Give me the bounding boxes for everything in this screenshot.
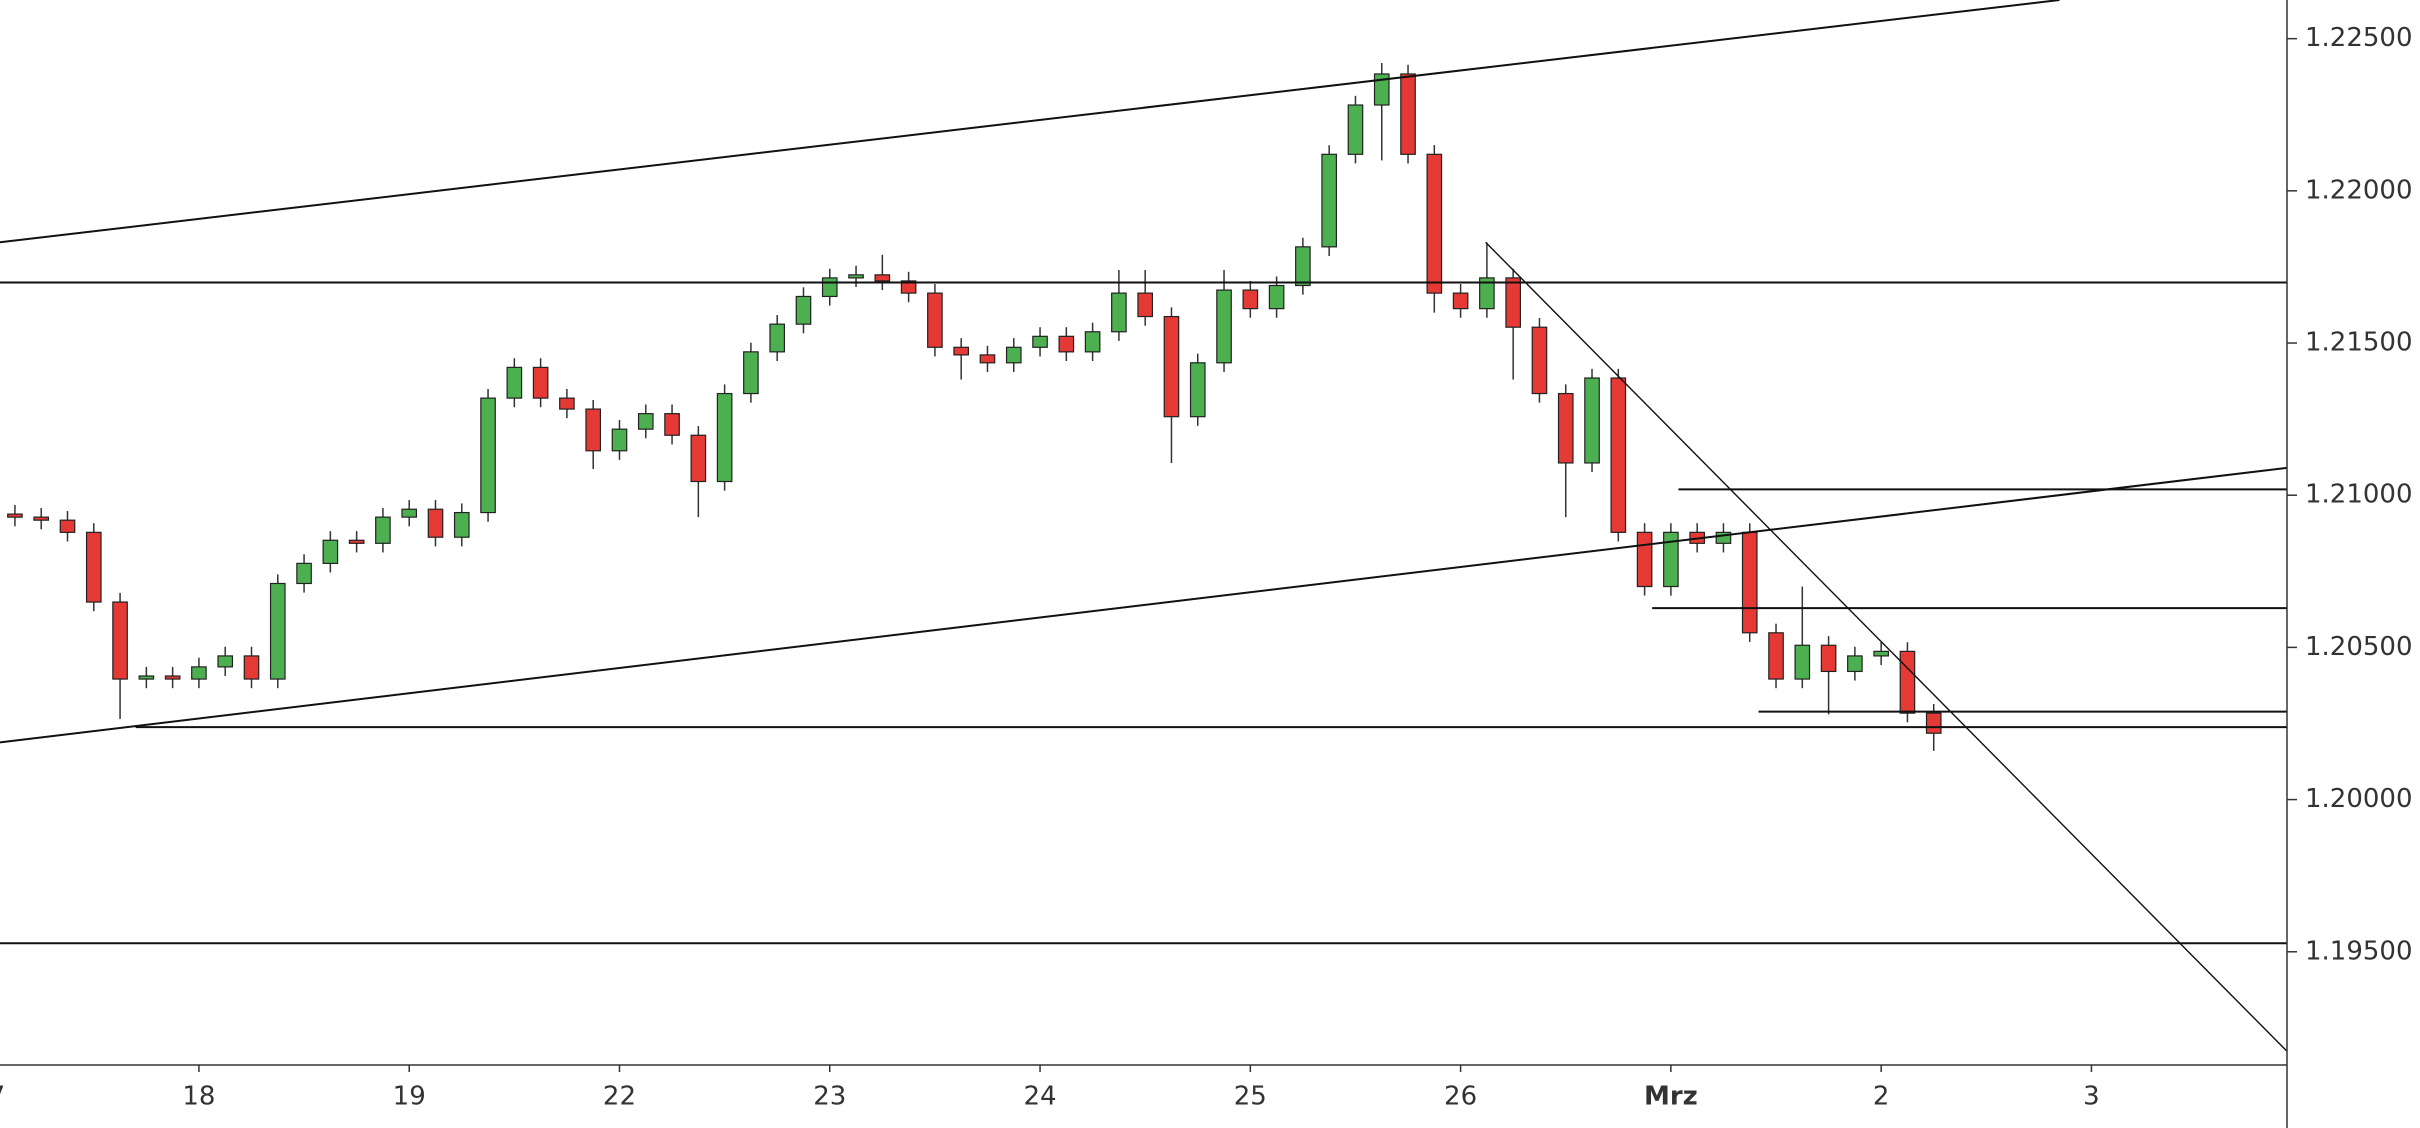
candle-body: [217, 655, 234, 668]
candle-body: [1347, 104, 1364, 155]
candle-body: [1295, 246, 1311, 287]
y-tick-label: 1.21000: [2305, 480, 2413, 510]
candle-body: [1610, 377, 1627, 533]
candle-body: [243, 655, 260, 680]
y-tick-label: 1.20000: [2305, 784, 2413, 814]
trend-line: [0, 466, 2287, 744]
x-tick-label: 3: [2083, 1082, 2100, 1112]
candle-body: [85, 531, 102, 603]
candle-body: [1768, 632, 1784, 680]
candle-body: [1321, 153, 1338, 248]
candle-body: [375, 516, 391, 544]
candle-body: [795, 295, 812, 325]
x-tick-label: 2: [1873, 1082, 1890, 1112]
candle-body: [716, 392, 733, 483]
y-tick-label: 1.22000: [2305, 175, 2413, 205]
candle-body: [1820, 644, 1837, 673]
candle-body: [322, 539, 339, 564]
candle-body: [1137, 292, 1154, 318]
x-tick-label: 26: [1444, 1082, 1477, 1112]
trend-line: [0, 0, 2060, 244]
candle-body: [112, 601, 128, 680]
candle-body: [769, 323, 786, 353]
candle-body: [953, 346, 970, 356]
candle-body: [33, 516, 50, 521]
candle-body: [1873, 650, 1889, 657]
candle-body: [1925, 712, 1942, 734]
candle-body: [1741, 531, 1758, 634]
candle-body: [1505, 277, 1521, 328]
plot-area: [0, 0, 2287, 1052]
trend-line: [1485, 241, 2287, 1052]
candle-body: [269, 582, 286, 680]
candle-body: [506, 366, 523, 399]
candle-body: [1426, 153, 1443, 294]
candle-body: [138, 675, 155, 680]
x-tick-label: 25: [1234, 1082, 1267, 1112]
candle-body: [1715, 531, 1732, 544]
candle-body: [296, 562, 312, 585]
candle-body: [874, 274, 891, 282]
candle-body: [1400, 73, 1416, 155]
candle-body: [900, 280, 917, 294]
candle-body: [821, 277, 838, 298]
candle-body: [559, 397, 575, 410]
candle-body: [427, 508, 444, 538]
candle-body: [979, 354, 996, 364]
candle-body: [1084, 331, 1101, 353]
candle-body: [637, 413, 654, 430]
candle-body: [1531, 326, 1548, 395]
candle-body: [611, 428, 628, 452]
candle-body: [191, 666, 207, 680]
x-tick-label: 17: [0, 1082, 5, 1112]
y-tick-label: 1.19500: [2305, 936, 2413, 966]
candle-body: [480, 397, 496, 514]
candle-body: [1557, 392, 1574, 464]
candle-body: [1163, 315, 1180, 418]
candle-body: [1479, 277, 1495, 310]
candle-body: [1899, 650, 1916, 714]
candle-body: [1373, 73, 1390, 106]
candle-body: [848, 274, 864, 279]
candle-body: [1268, 284, 1285, 310]
candle-body: [1847, 655, 1863, 673]
candle-body: [7, 513, 23, 518]
candle-body: [743, 351, 759, 395]
y-tick-label: 1.21500: [2305, 328, 2413, 358]
x-tick-label: 24: [1023, 1082, 1056, 1112]
candle-body: [1794, 644, 1811, 680]
candle-body: [1111, 292, 1127, 333]
candle-body: [1584, 377, 1600, 464]
candle-body: [690, 434, 707, 483]
candle-body: [927, 292, 943, 348]
x-tick-label: 19: [393, 1082, 426, 1112]
candle-body: [164, 675, 181, 680]
y-tick-label: 1.20500: [2305, 632, 2413, 662]
x-tick-label: Mrz: [1644, 1082, 1698, 1112]
candle-body: [1636, 531, 1653, 588]
candle-body: [401, 508, 418, 518]
y-tick-label: 1.22500: [2305, 23, 2413, 53]
candle-body: [1032, 335, 1048, 348]
candle-body: [585, 408, 602, 452]
candle-body: [1216, 289, 1232, 364]
x-tick-label: 23: [813, 1082, 846, 1112]
candle-body: [1452, 292, 1469, 310]
candle-body: [59, 519, 76, 533]
candle-body: [664, 413, 680, 436]
x-tick-label: 18: [182, 1082, 215, 1112]
candle-body: [532, 366, 549, 399]
candle-body: [1242, 289, 1259, 310]
candle-body: [1189, 362, 1206, 418]
candle-body: [453, 511, 470, 538]
candle-body: [1005, 346, 1022, 364]
candle-body: [348, 539, 365, 544]
candle-body: [1663, 531, 1679, 588]
candle-body: [1058, 335, 1075, 353]
x-tick-label: 22: [603, 1082, 636, 1112]
